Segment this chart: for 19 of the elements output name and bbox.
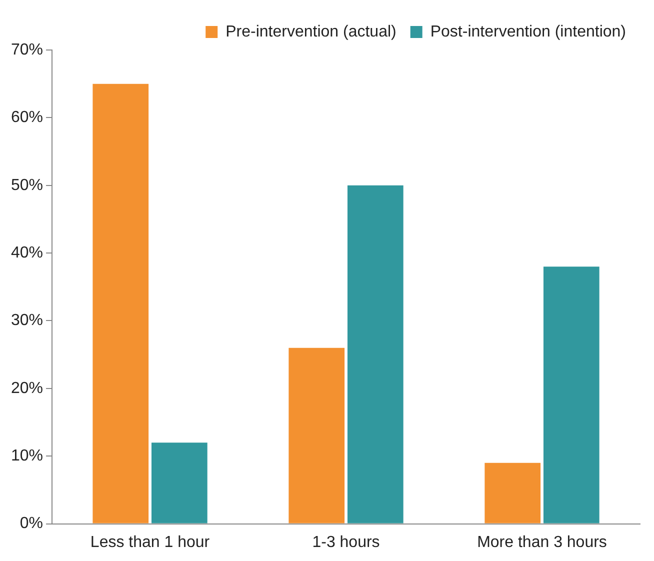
bar	[92, 84, 149, 524]
legend-label: Post-intervention (intention)	[430, 23, 626, 40]
y-tick-label: 40%	[10, 244, 44, 262]
legend-label: Pre-intervention (actual)	[226, 23, 396, 40]
x-tick-label: 1-3 hours	[312, 534, 380, 551]
y-tick-label: 0%	[20, 515, 44, 532]
bar	[288, 348, 345, 524]
bar	[151, 442, 208, 524]
bar	[543, 266, 600, 524]
y-tick-label: 10%	[10, 448, 44, 465]
x-tick-label: More than 3 hours	[477, 534, 607, 551]
y-tick-label: 30%	[10, 312, 44, 330]
y-tick-label: 20%	[10, 380, 44, 397]
bar	[484, 462, 541, 524]
y-tick-label: 50%	[10, 176, 44, 194]
y-tick-label: 60%	[10, 109, 44, 126]
x-tick-label: Less than 1 hour	[90, 534, 210, 551]
bar	[347, 185, 404, 524]
y-tick-label: 70%	[10, 41, 44, 58]
